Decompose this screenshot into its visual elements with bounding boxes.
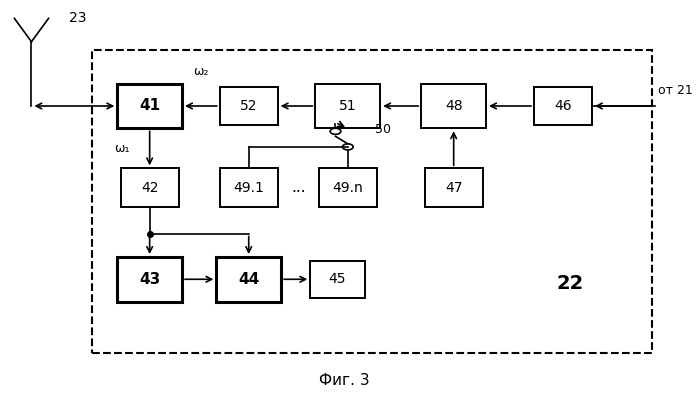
FancyBboxPatch shape [421,84,486,128]
Text: 47: 47 [445,181,463,195]
FancyBboxPatch shape [534,87,592,126]
Text: 45: 45 [329,272,346,286]
Text: 51: 51 [339,99,357,113]
Text: 52: 52 [240,99,258,113]
Text: 49.n: 49.n [332,181,363,195]
Text: 50: 50 [375,123,391,136]
Text: 23: 23 [69,11,87,25]
Text: 44: 44 [238,272,260,287]
Text: 22: 22 [556,274,584,293]
Text: 49.1: 49.1 [233,181,264,195]
FancyBboxPatch shape [220,87,278,126]
FancyBboxPatch shape [117,257,182,302]
Text: от 21: от 21 [658,84,693,97]
Text: 41: 41 [139,98,161,113]
Text: 42: 42 [141,181,158,195]
Text: 43: 43 [139,272,161,287]
FancyBboxPatch shape [117,84,182,128]
FancyBboxPatch shape [121,168,179,207]
Text: Фиг. 3: Фиг. 3 [319,373,370,388]
FancyBboxPatch shape [310,261,365,298]
Text: ω₁: ω₁ [114,142,130,155]
Text: 48: 48 [445,99,463,113]
FancyBboxPatch shape [220,168,278,207]
Text: 46: 46 [554,99,572,113]
FancyBboxPatch shape [424,168,483,207]
Text: ω₂: ω₂ [193,66,209,78]
FancyBboxPatch shape [315,84,380,128]
Text: ...: ... [291,180,306,195]
FancyBboxPatch shape [319,168,377,207]
FancyBboxPatch shape [216,257,281,302]
